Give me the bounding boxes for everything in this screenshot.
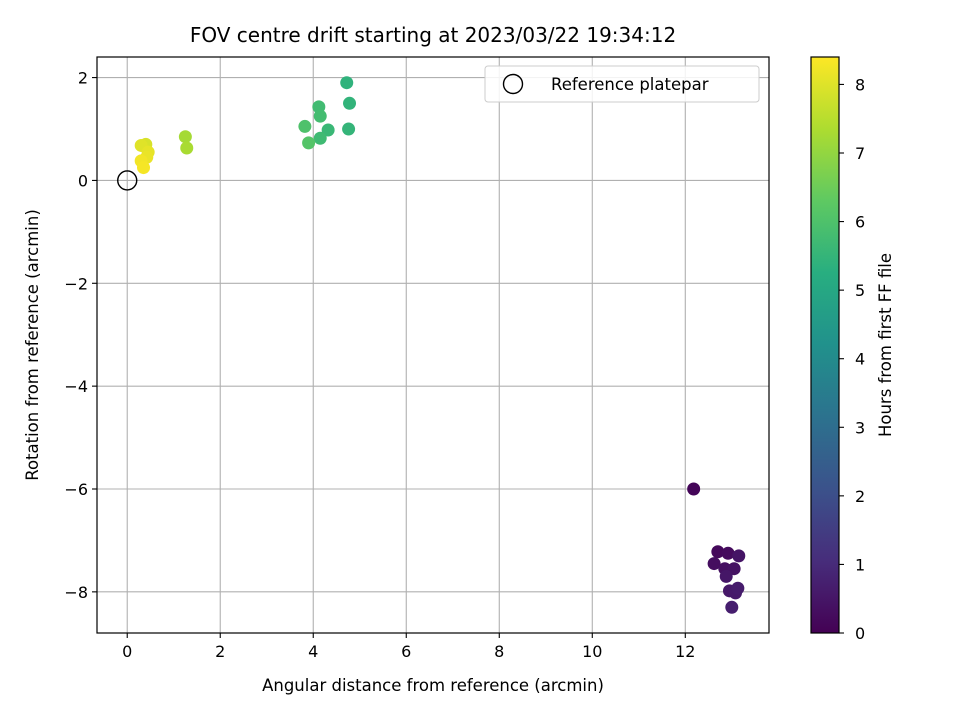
legend-label: Reference platepar bbox=[551, 75, 709, 94]
gridlines bbox=[97, 57, 769, 633]
y-tick-label: −4 bbox=[64, 377, 88, 396]
y-tick-label: −6 bbox=[64, 480, 88, 499]
y-axis-label: Rotation from reference (arcmin) bbox=[23, 209, 42, 481]
data-point bbox=[687, 482, 701, 496]
colorbar-gradient bbox=[811, 57, 839, 633]
data-point bbox=[731, 581, 745, 595]
data-point bbox=[725, 600, 739, 614]
y-axis-ticks: −8 −6 −4 −2 0 2 bbox=[64, 69, 97, 602]
colorbar-tick-label: 0 bbox=[855, 624, 865, 643]
legend-marker bbox=[502, 73, 524, 95]
data-point bbox=[313, 109, 327, 123]
colorbar-ticks: 0 1 2 3 4 5 6 7 8 bbox=[839, 75, 865, 643]
data-point bbox=[137, 161, 151, 175]
colorbar-tick-label: 3 bbox=[855, 418, 865, 437]
colorbar-tick-label: 4 bbox=[855, 350, 865, 369]
x-axis-label: Angular distance from reference (arcmin) bbox=[262, 676, 604, 695]
y-tick-label: −8 bbox=[64, 583, 88, 602]
plot-frame bbox=[96, 56, 770, 634]
legend: Reference platepar bbox=[484, 65, 760, 103]
x-tick-label: 4 bbox=[308, 642, 318, 661]
data-points bbox=[134, 76, 746, 614]
x-tick-label: 10 bbox=[582, 642, 602, 661]
data-point bbox=[321, 123, 335, 137]
colorbar-tick-label: 8 bbox=[855, 75, 865, 94]
chart-title: FOV centre drift starting at 2023/03/22 … bbox=[190, 23, 676, 47]
y-tick-label: 0 bbox=[78, 171, 88, 190]
data-point bbox=[707, 557, 721, 571]
data-point bbox=[732, 549, 746, 563]
data-point bbox=[711, 545, 725, 559]
x-tick-label: 0 bbox=[122, 642, 132, 661]
colorbar-tick-label: 7 bbox=[855, 144, 865, 163]
reference-marker-group bbox=[117, 170, 138, 191]
colorbar: 0 1 2 3 4 5 6 7 8 Hours from first FF file bbox=[810, 56, 895, 643]
data-point bbox=[178, 130, 192, 144]
x-tick-label: 12 bbox=[675, 642, 695, 661]
data-point bbox=[313, 131, 327, 145]
legend-box bbox=[484, 65, 760, 103]
colorbar-tick-label: 2 bbox=[855, 487, 865, 506]
data-point bbox=[180, 141, 194, 155]
x-tick-label: 6 bbox=[401, 642, 411, 661]
colorbar-tick-label: 6 bbox=[855, 213, 865, 232]
y-tick-label: −2 bbox=[64, 274, 88, 293]
y-tick-label: 2 bbox=[78, 69, 88, 88]
data-point bbox=[342, 122, 356, 136]
x-axis-ticks: 0 2 4 6 8 10 12 bbox=[122, 633, 695, 661]
data-point bbox=[298, 119, 312, 133]
colorbar-tick-label: 1 bbox=[855, 555, 865, 574]
data-point bbox=[302, 136, 316, 150]
data-point bbox=[719, 569, 733, 583]
colorbar-frame bbox=[810, 56, 840, 634]
x-tick-label: 8 bbox=[494, 642, 504, 661]
x-tick-label: 2 bbox=[215, 642, 225, 661]
reference-platepar-marker bbox=[117, 170, 138, 191]
data-point bbox=[340, 76, 354, 90]
colorbar-label: Hours from first FF file bbox=[876, 253, 895, 437]
colorbar-tick-label: 5 bbox=[855, 281, 865, 300]
data-point bbox=[343, 96, 357, 110]
data-point bbox=[721, 546, 735, 560]
